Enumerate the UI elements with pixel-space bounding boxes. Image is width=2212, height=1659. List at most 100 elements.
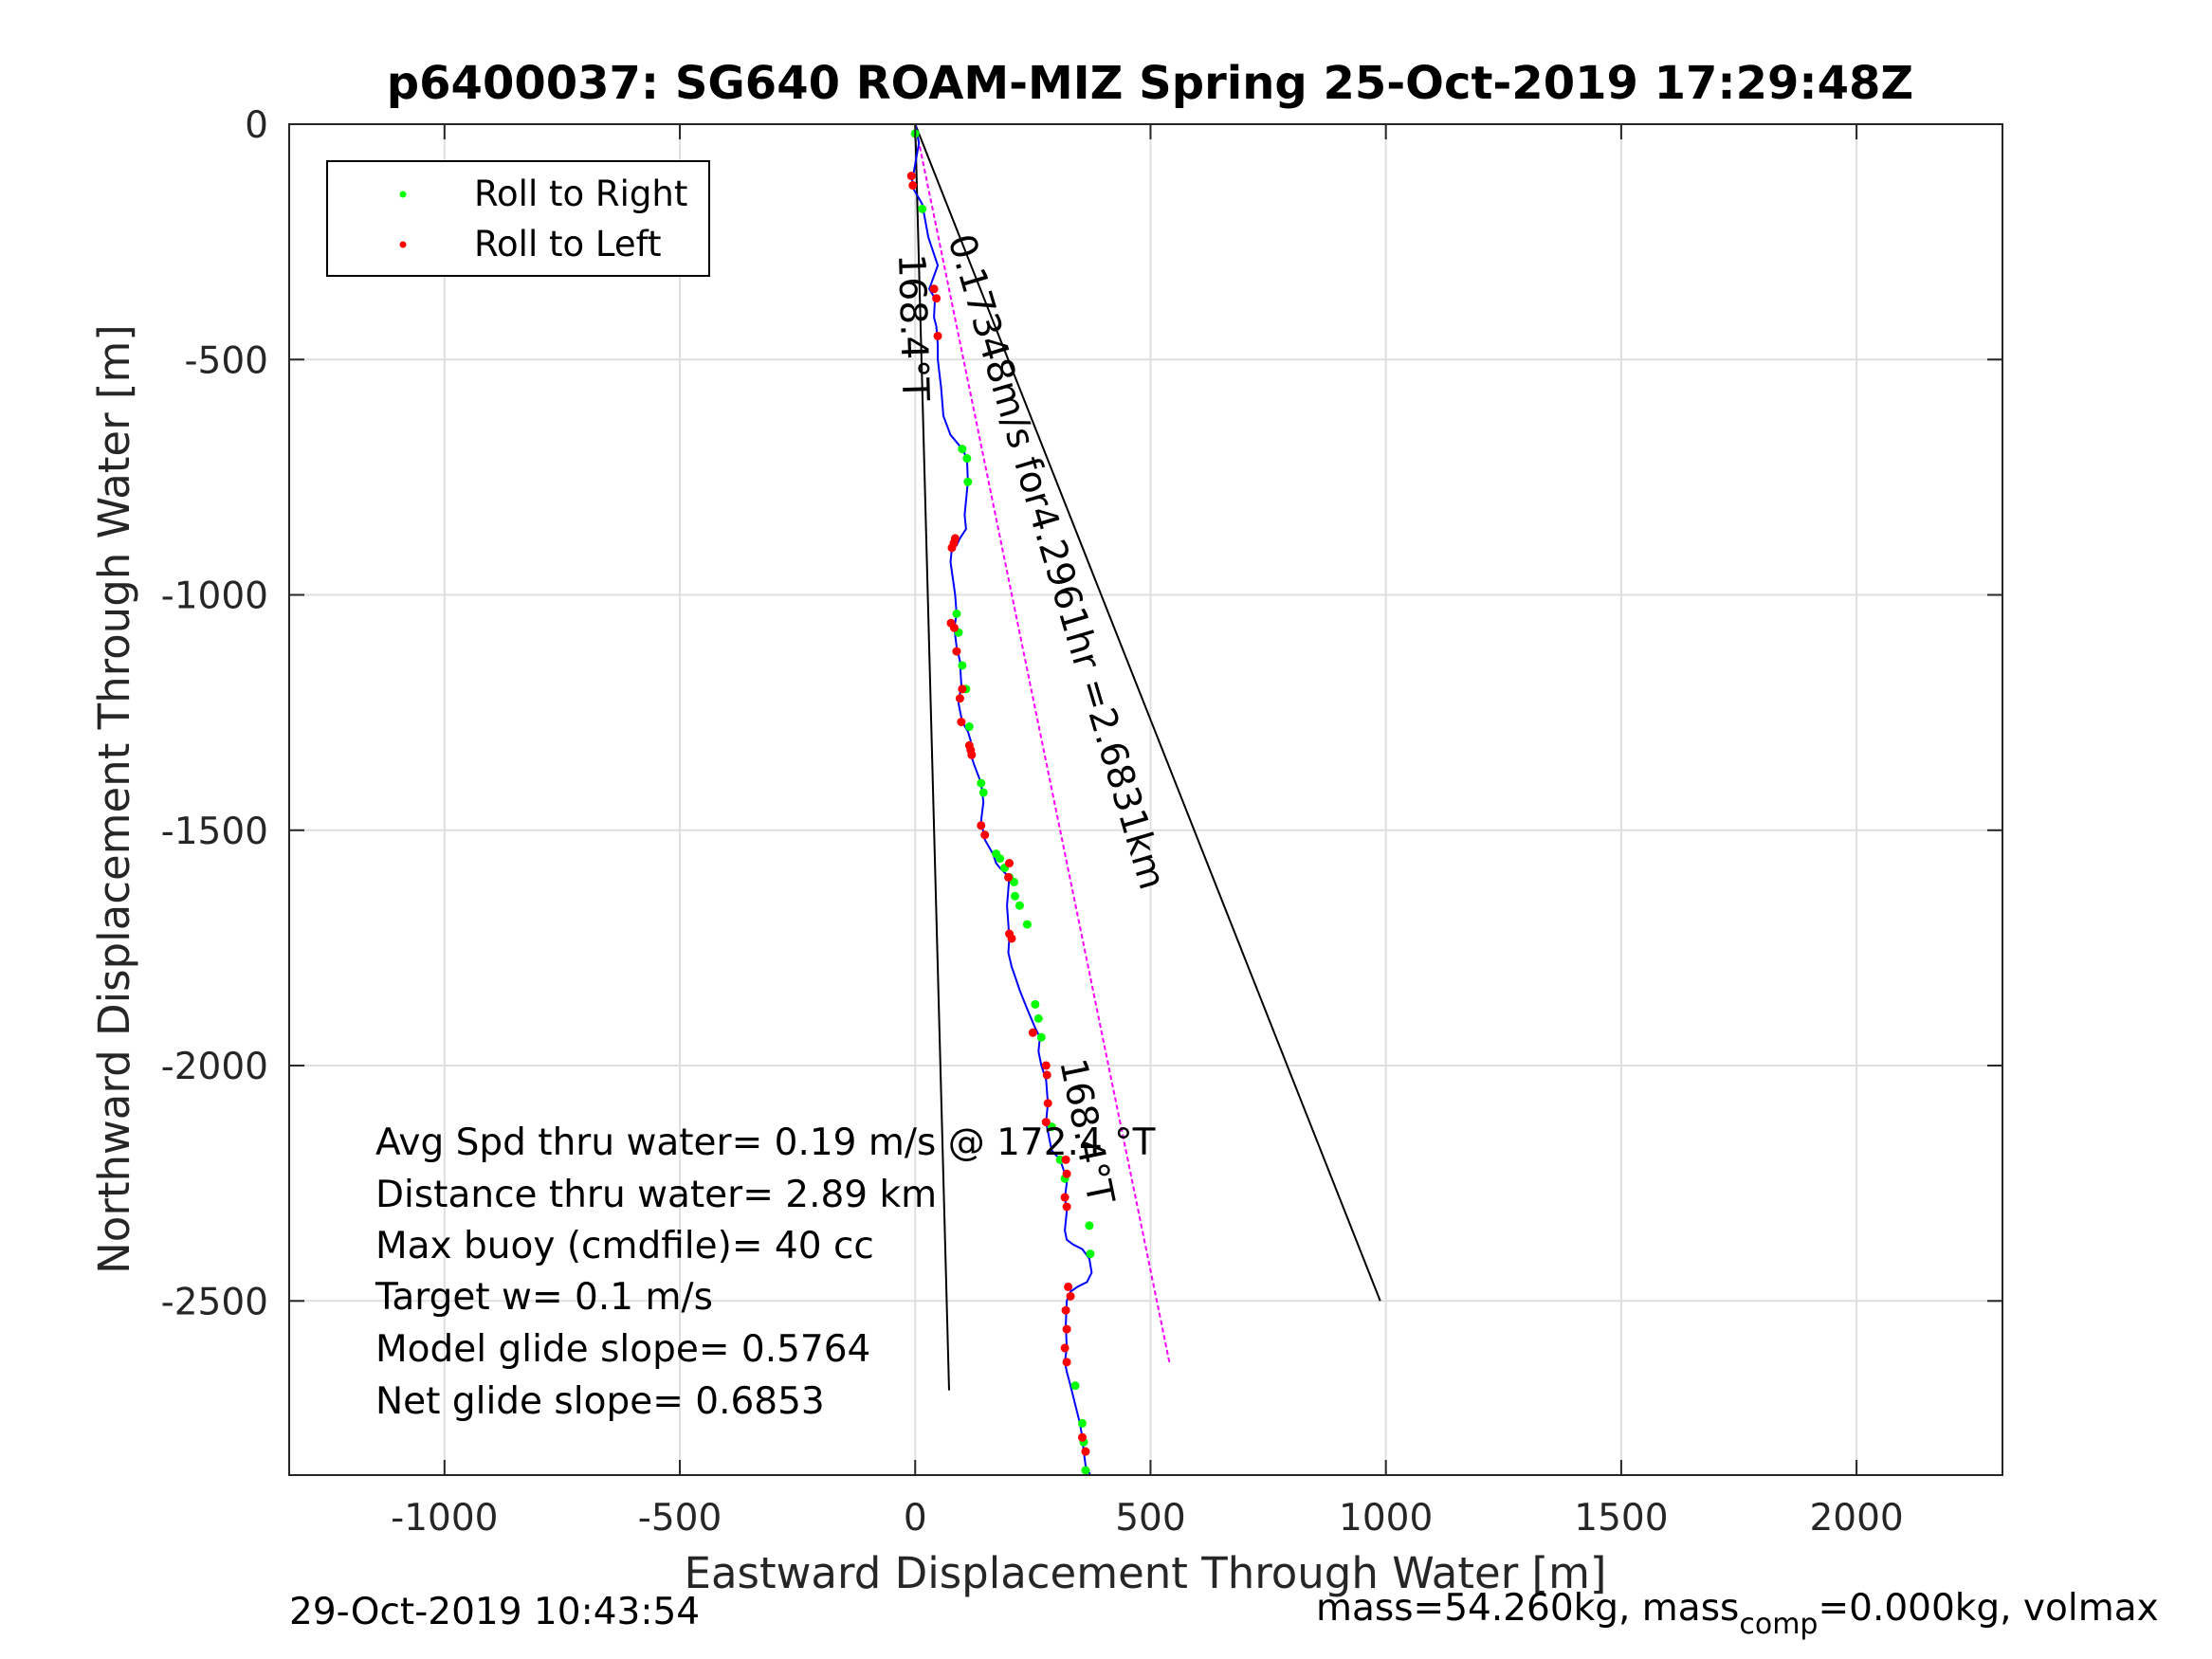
roll-left-point <box>929 284 939 294</box>
y-tick-label: -2000 <box>161 1046 268 1088</box>
y-tick-label: -2500 <box>161 1281 268 1323</box>
roll-left-point <box>955 694 964 703</box>
x-ticks: -1000 -500 0 500 1000 1500 2000 <box>391 124 1904 1540</box>
roll-left-point <box>1041 1061 1051 1070</box>
footer-mass-prefix: mass=54.260kg, mass <box>1316 1587 1739 1630</box>
roll-left-point <box>908 181 918 191</box>
roll-left-point <box>1064 1282 1073 1291</box>
roll-left-point <box>1061 1305 1070 1315</box>
x-tick-label: 1000 <box>1339 1497 1433 1540</box>
roll-left-point <box>1005 859 1015 868</box>
reference-line <box>914 123 1381 1302</box>
roll-left-point <box>906 172 916 181</box>
x-axis-label: Eastward Displacement Through Water [m] <box>685 1548 1607 1598</box>
roll-right-point <box>962 454 972 464</box>
x-tick-label: -500 <box>638 1497 722 1540</box>
roll-right-point <box>964 722 974 732</box>
stats-annotations: Avg Spd thru water= 0.19 m/s @ 172.4 °T … <box>375 1121 1156 1423</box>
y-tick-label: -1500 <box>161 811 268 853</box>
roll-left-point <box>1042 1070 1051 1080</box>
roll-left-point <box>980 830 990 840</box>
roll-right-point <box>1010 877 1018 886</box>
line-label: 168.4°T <box>889 253 937 401</box>
legend-label-roll-right: Roll to Right <box>474 173 687 214</box>
roll-left-point <box>1028 1028 1037 1037</box>
annotation-target-w: Target w= 0.1 m/s <box>375 1276 713 1319</box>
x-tick-label: 1500 <box>1574 1497 1668 1540</box>
legend: Roll to Right Roll to Left <box>326 160 710 277</box>
roll-left-point <box>958 684 967 694</box>
legend-marker-roll-right <box>399 191 407 198</box>
roll-right-point <box>1085 1221 1094 1231</box>
roll-left-point <box>1041 1118 1051 1127</box>
roll-right-point <box>977 778 986 788</box>
plot-frame <box>288 123 2003 1476</box>
roll-left-point <box>933 331 942 340</box>
roll-right-point <box>952 609 961 618</box>
roll-right-point <box>1047 1122 1056 1132</box>
roll-right-point <box>1086 1249 1095 1259</box>
roll-left-point <box>1062 1169 1071 1178</box>
legend-marker-roll-left <box>399 241 407 248</box>
legend-label-roll-left: Roll to Left <box>474 224 662 264</box>
x-tick-label: 2000 <box>1809 1497 1903 1540</box>
roll-left-point <box>957 718 966 727</box>
roll-left-point <box>1061 1155 1070 1164</box>
roll-left-points <box>906 172 1090 1456</box>
roll-left-point <box>1077 1432 1087 1442</box>
annotation-avg-speed: Avg Spd thru water= 0.19 m/s @ 172.4 °T <box>375 1121 1156 1164</box>
reference-line <box>914 123 1171 1363</box>
roll-left-point <box>947 543 957 553</box>
annotation-max-buoy: Max buoy (cmdfile)= 40 cc <box>375 1225 874 1267</box>
roll-right-point <box>958 445 967 454</box>
roll-right-point <box>1070 1381 1080 1391</box>
x-tick-label: 500 <box>1115 1497 1185 1540</box>
roll-right-point <box>1022 920 1032 929</box>
roll-left-point <box>952 647 961 656</box>
chart-title: p6400037: SG640 ROAM-MIZ Spring 25-Oct-2… <box>387 57 1913 110</box>
reference-line <box>914 123 950 1391</box>
roll-left-point <box>1004 872 1014 882</box>
roll-right-point <box>963 477 973 486</box>
roll-right-point <box>978 788 988 797</box>
roll-left-point <box>1043 1099 1052 1108</box>
roll-left-point <box>1062 1202 1071 1212</box>
roll-left-point <box>1060 1343 1069 1353</box>
reference-lines <box>914 123 1381 1391</box>
roll-left-point <box>977 821 986 830</box>
roll-left-point <box>1062 1358 1071 1367</box>
roll-right-point <box>996 854 1005 864</box>
roll-left-point <box>1007 934 1016 943</box>
annotation-net-glide-slope: Net glide slope= 0.6853 <box>375 1380 825 1423</box>
legend-box <box>326 160 710 277</box>
roll-left-point <box>1081 1447 1090 1456</box>
annotation-model-glide-slope: Model glide slope= 0.5764 <box>375 1328 870 1371</box>
y-ticks: 0 -500 -1000 -1500 -2000 -2500 <box>161 104 2002 1323</box>
roll-right-point <box>1033 1013 1043 1023</box>
roll-right-point <box>1036 1032 1046 1042</box>
annotation-distance: Distance thru water= 2.89 km <box>375 1174 937 1216</box>
roll-left-point <box>1066 1291 1075 1301</box>
x-tick-label: 0 <box>904 1497 927 1540</box>
roll-right-point <box>958 661 967 670</box>
footer-mass-suffix: =0.000kg, volmax <box>1818 1587 2158 1630</box>
y-tick-label: 0 <box>245 104 268 147</box>
x-tick-label: -1000 <box>391 1497 498 1540</box>
footer-timestamp: 29-Oct-2019 10:43:54 <box>289 1591 700 1633</box>
footer-mass-sub: comp <box>1739 1608 1818 1641</box>
roll-left-point <box>967 750 977 759</box>
roll-right-point <box>1015 901 1024 910</box>
y-tick-label: -500 <box>184 339 268 382</box>
roll-left-point <box>932 294 941 303</box>
roll-left-point <box>1060 1193 1069 1202</box>
y-axis-label: Northward Displacement Through Water [m] <box>89 324 139 1274</box>
y-tick-label: -1000 <box>161 575 268 618</box>
roll-left-point <box>1062 1324 1071 1334</box>
roll-right-point <box>1081 1466 1090 1475</box>
roll-right-point <box>1010 891 1019 901</box>
footer-mass-info: mass=54.260kg, masscomp=0.000kg, volmax <box>1316 1587 2159 1641</box>
roll-right-point <box>1077 1418 1087 1428</box>
roll-right-point <box>1031 999 1040 1009</box>
roll-right-point <box>918 204 927 213</box>
